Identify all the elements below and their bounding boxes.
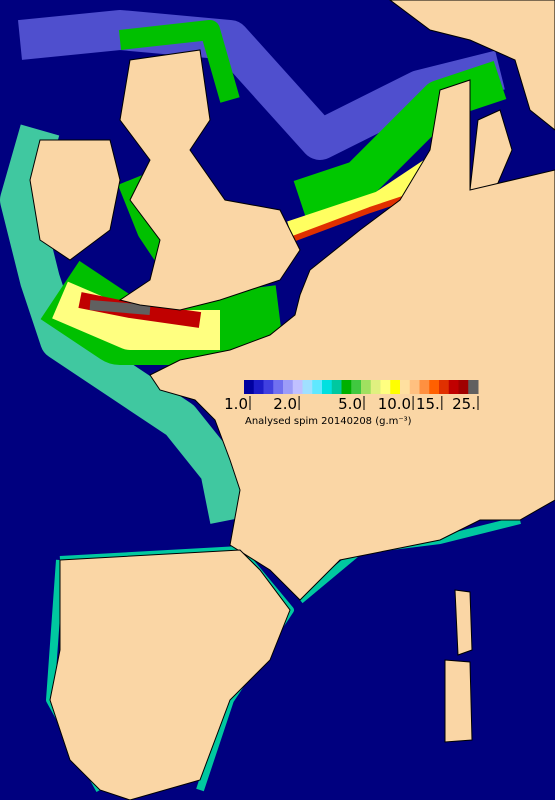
colorbar-tick-label: 25.	[452, 395, 476, 413]
colorbar-swatch	[370, 380, 381, 394]
colorbar-swatch	[292, 380, 303, 394]
colorbar-caption: Analysed spim 20140208 (g.m⁻³)	[245, 416, 412, 427]
colorbar-swatch	[331, 380, 342, 394]
colorbar-swatch	[458, 380, 469, 394]
colorbar-swatch	[380, 380, 391, 394]
colorbar-tick-label: 10.0	[378, 395, 411, 413]
colorbar-swatch	[244, 380, 255, 394]
colorbar-swatch	[263, 380, 274, 394]
colorbar-tick-label: 1.0	[224, 395, 248, 413]
colorbar-swatch	[341, 380, 352, 394]
colorbar-swatch	[390, 380, 401, 394]
colorbar-swatch	[312, 380, 323, 394]
colorbar-swatch	[273, 380, 284, 394]
colorbar-tick-label: 5.0	[338, 395, 362, 413]
colorbar-swatch	[439, 380, 450, 394]
colorbar-swatch	[351, 380, 362, 394]
colorbar-swatch	[302, 380, 313, 394]
colorbar-swatch	[429, 380, 440, 394]
colorbar-swatch	[468, 380, 479, 394]
colorbar: 1.0 2.0 5.0 10.0 15. 25.	[224, 380, 479, 413]
colorbar-swatch	[253, 380, 264, 394]
colorbar-swatch	[409, 380, 420, 394]
colorbar-swatch	[283, 380, 294, 394]
colorbar-swatch	[419, 380, 430, 394]
colorbar-tick-label: 15.	[416, 395, 440, 413]
land	[29, 0, 555, 800]
colorbar-swatch	[400, 380, 411, 394]
colorbar-swatch	[361, 380, 372, 394]
colorbar-swatch	[322, 380, 333, 394]
colorbar-swatch	[448, 380, 459, 394]
colorbar-tick-label: 2.0	[273, 395, 297, 413]
